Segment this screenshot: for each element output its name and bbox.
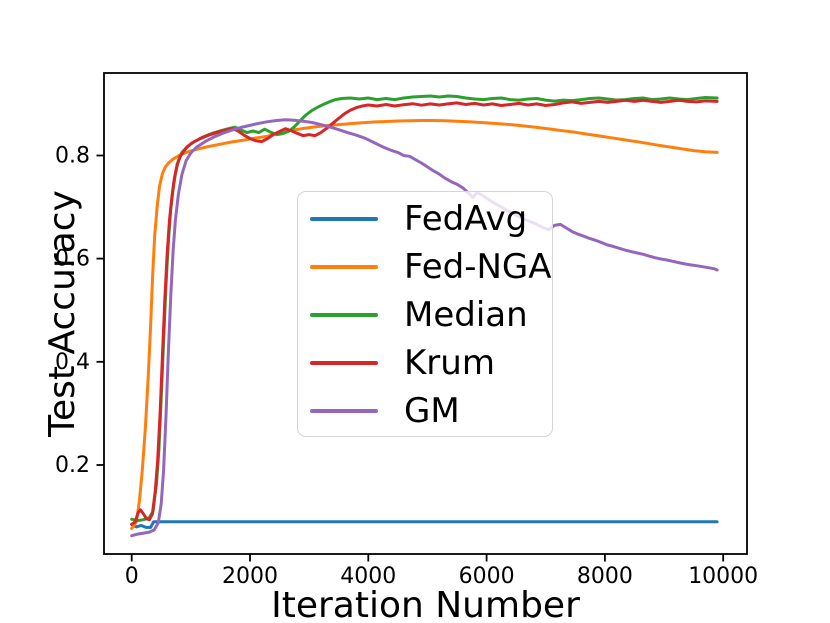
- series-line-krum: [130, 98, 719, 526]
- legend-item-gm: GM: [298, 387, 552, 435]
- legend-label-fed-nga: Fed-NGA: [404, 247, 552, 287]
- legend-label-gm: GM: [404, 391, 460, 431]
- x-tick-label-4000: 4000: [340, 564, 396, 589]
- x-tick-label-0: 0: [125, 564, 139, 589]
- gm-line-swatch: [310, 409, 378, 413]
- y-tick-label-0.8: 0.8: [55, 144, 90, 169]
- median-line-swatch: [310, 313, 378, 317]
- series-line-fed-nga: [130, 119, 719, 530]
- series-line-fedavg: [130, 520, 719, 529]
- legend-item-krum: Krum: [298, 339, 552, 387]
- plot-frame: [103, 72, 748, 555]
- y-tick-marks: [96, 154, 104, 466]
- x-axis-label: Iteration Number: [271, 585, 580, 623]
- legend-label-median: Median: [404, 295, 528, 335]
- x-tick-label-8000: 8000: [577, 564, 633, 589]
- legend-label-fedavg: FedAvg: [404, 199, 528, 239]
- x-tick-label-10000: 10000: [688, 564, 758, 589]
- legend: FedAvg Fed-NGA Median Krum GM: [297, 191, 553, 437]
- y-axis-label: Test Accuracy: [42, 190, 83, 438]
- y-tick-label-0.4: 0.4: [55, 350, 90, 375]
- y-tick-label-0.6: 0.6: [55, 247, 90, 272]
- fedavg-line-swatch: [310, 217, 378, 221]
- series-line-gm: [130, 118, 719, 538]
- x-tick-marks: [130, 554, 725, 562]
- x-tick-label-6000: 6000: [459, 564, 515, 589]
- fed-nga-line-swatch: [310, 265, 378, 269]
- legend-item-median: Median: [298, 291, 552, 339]
- x-tick-label-2000: 2000: [222, 564, 278, 589]
- legend-label-krum: Krum: [404, 343, 495, 383]
- legend-item-fed-nga: Fed-NGA: [298, 243, 552, 291]
- legend-item-fedavg: FedAvg: [298, 195, 552, 243]
- series-layer: [130, 94, 719, 538]
- y-tick-label-0.2: 0.2: [55, 453, 90, 478]
- krum-line-swatch: [310, 361, 378, 365]
